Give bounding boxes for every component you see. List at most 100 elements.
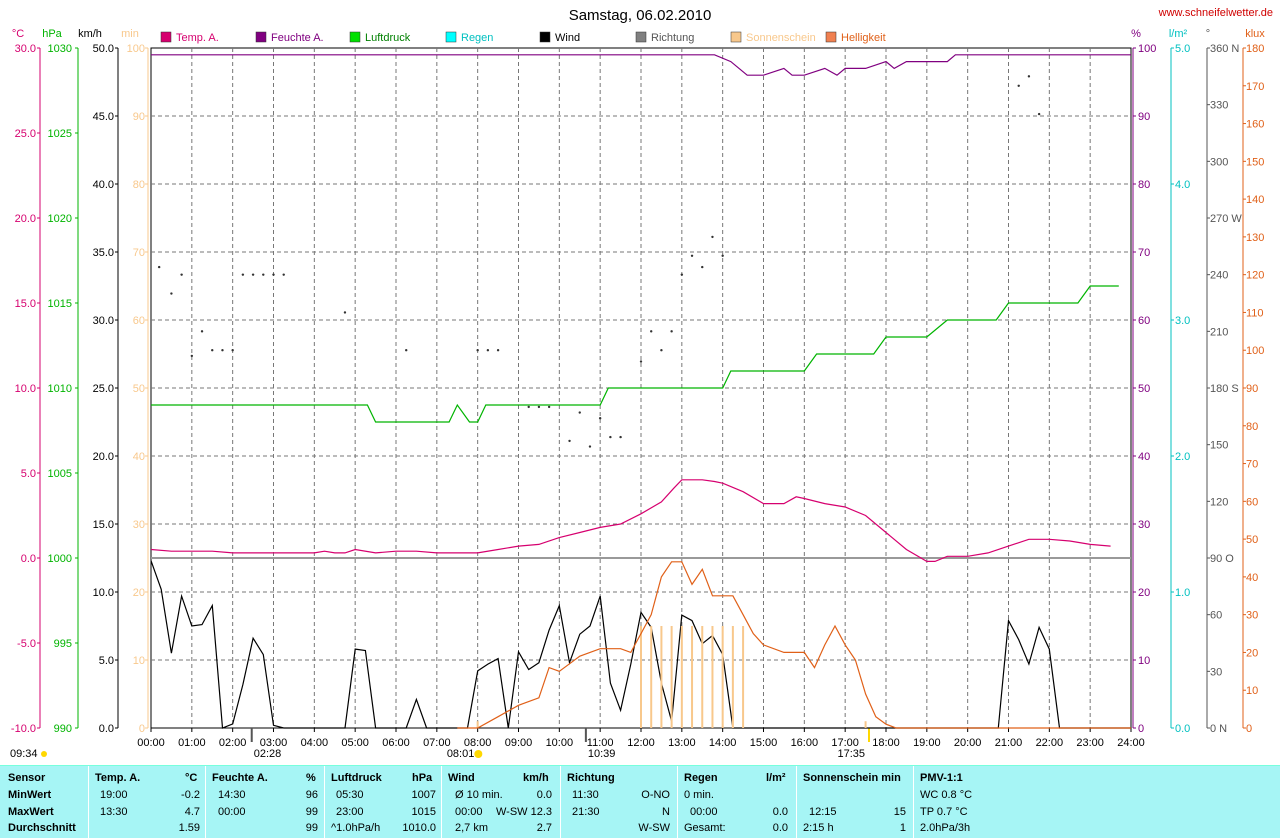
x-tick-label: 22:00	[1036, 737, 1064, 749]
row-label-sensor: Sensor	[8, 772, 46, 784]
hum-min-time: 14:30	[218, 789, 246, 801]
series-line	[151, 285, 1119, 423]
source-link[interactable]: www.schneifelwetter.de	[1158, 7, 1273, 19]
series-wind	[150, 560, 1131, 729]
wind-header: Wind	[448, 772, 475, 784]
press-max-value: 1015	[411, 806, 436, 818]
direction-point	[405, 349, 408, 352]
press-min-value: 1007	[411, 789, 436, 801]
temp-tick-label: 15.0	[15, 298, 36, 310]
sun-header: Sonnenschein min	[803, 772, 901, 784]
wind-max-value: 12.3	[530, 806, 552, 818]
pressure-tick-label: 1030	[48, 43, 72, 55]
pressure-tick-label: 1015	[48, 298, 72, 310]
brightness-tick-label: 20	[1246, 647, 1258, 659]
rain-max-time: 00:00	[690, 806, 718, 818]
direction-tick-label: 90 O	[1210, 553, 1234, 565]
sun-avg-value: 1	[899, 822, 906, 834]
brightness-tick-label: 150	[1246, 156, 1264, 168]
brightness-tick-label: 180	[1246, 43, 1264, 55]
x-tick-label: 02:00	[219, 737, 247, 749]
x-tick-label: 09:00	[505, 737, 533, 749]
dir-min-time: 11:30	[572, 789, 599, 801]
legend-item-label: Luftdruck	[365, 32, 411, 44]
rain-unit: l/m²	[766, 772, 786, 784]
pmv-press-trend: 2.0hPa/3h	[920, 822, 971, 834]
temp-tick-label: 10.0	[15, 383, 36, 395]
direction-tick-label: 150	[1210, 440, 1228, 452]
direction-point	[568, 439, 571, 443]
direction-point	[537, 405, 541, 409]
x-tick-label: 04:00	[301, 737, 329, 749]
wind-max-dir: W-SW	[496, 806, 528, 818]
wind-distance: 2,7 km	[455, 822, 489, 834]
direction-point	[619, 435, 622, 439]
brightness-tick-label: 100	[1246, 345, 1264, 357]
temp-unit: °C	[185, 772, 198, 784]
direction-point	[578, 411, 581, 414]
wind-tick-label: 10.0	[93, 587, 114, 599]
rain-tick-label: 5.0	[1175, 43, 1190, 55]
marker-1-label: 02:28	[254, 748, 282, 760]
pressure-axis-unit: hPa	[42, 28, 62, 40]
brightness-tick-label: 80	[1246, 421, 1258, 433]
direction-point	[609, 435, 612, 439]
temp-tick-label: 5.0	[21, 468, 36, 480]
direction-point	[343, 311, 347, 314]
x-tick-label: 03:00	[260, 737, 288, 749]
sun-tick-label: 0	[139, 723, 145, 735]
sun-tick-label: 70	[133, 247, 145, 259]
direction-point	[711, 235, 714, 239]
time-left-label: 09:34	[10, 748, 38, 760]
x-tick-label: 06:00	[382, 737, 410, 749]
x-tick-label: 13:00	[668, 737, 696, 749]
sun-tick-label: 10	[133, 655, 145, 667]
humidity-tick-label: 10	[1138, 655, 1150, 667]
x-tick-label: 07:00	[423, 737, 451, 749]
direction-point	[650, 330, 653, 333]
sun-max-time: 12:15	[809, 806, 837, 818]
humidity-tick-label: 100	[1138, 43, 1156, 55]
x-tick-label: 23:00	[1076, 737, 1104, 749]
series-line	[457, 561, 1131, 729]
direction-point	[170, 292, 173, 295]
chart-axes: °C 30.0 25.0 20.0 15.0 10.0 5.0 0.0 -5.0 -10.0 hPa…	[10, 28, 1265, 760]
humidity-tick-label: 50	[1138, 383, 1150, 395]
direction-point	[221, 349, 224, 352]
temp-tick-label: -10.0	[11, 723, 36, 735]
direction-tick-label: 120	[1210, 496, 1228, 508]
humidity-tick-label: 70	[1138, 247, 1150, 259]
temp-max-value: 4.7	[184, 806, 200, 818]
direction-point	[486, 349, 490, 352]
wind-avg-value: 2.7	[536, 822, 552, 834]
direction-axis-unit: °	[1206, 28, 1210, 40]
dir-avg-value: W-SW	[638, 822, 670, 834]
wind-tick-label: 5.0	[99, 655, 114, 667]
press-avg-value: 1010.0	[402, 822, 436, 834]
direction-point	[241, 273, 245, 276]
sun-tick-label: 30	[133, 519, 145, 531]
direction-point	[180, 273, 183, 276]
hum-avg-value: 99	[305, 822, 318, 834]
direction-point	[211, 349, 214, 352]
x-tick-label: 16:00	[791, 737, 819, 749]
legend-swatch	[539, 31, 551, 43]
rain-tick-label: 2.0	[1175, 451, 1190, 463]
legend-item-label: Feuchte A.	[271, 32, 324, 44]
rain-tick-label: 1.0	[1175, 587, 1190, 599]
humidity-tick-label: 90	[1138, 111, 1150, 123]
pmv-header: PMV-1:1	[920, 772, 963, 784]
direction-tick-label: 360 N	[1210, 43, 1239, 55]
brightness-tick-label: 0	[1246, 723, 1252, 735]
x-tick-label: 17:00	[831, 737, 859, 749]
dir-header: Richtung	[567, 772, 615, 784]
direction-point	[231, 349, 234, 352]
dir-max-value: N	[662, 806, 670, 818]
brightness-tick-label: 160	[1246, 119, 1264, 131]
brightness-tick-label: 140	[1246, 194, 1264, 206]
x-tick-label: 18:00	[872, 737, 900, 749]
legend-swatch	[635, 31, 647, 43]
hum-max-time: 00:00	[218, 806, 246, 818]
series-line	[150, 560, 1131, 729]
rain-header: Regen	[684, 772, 718, 784]
